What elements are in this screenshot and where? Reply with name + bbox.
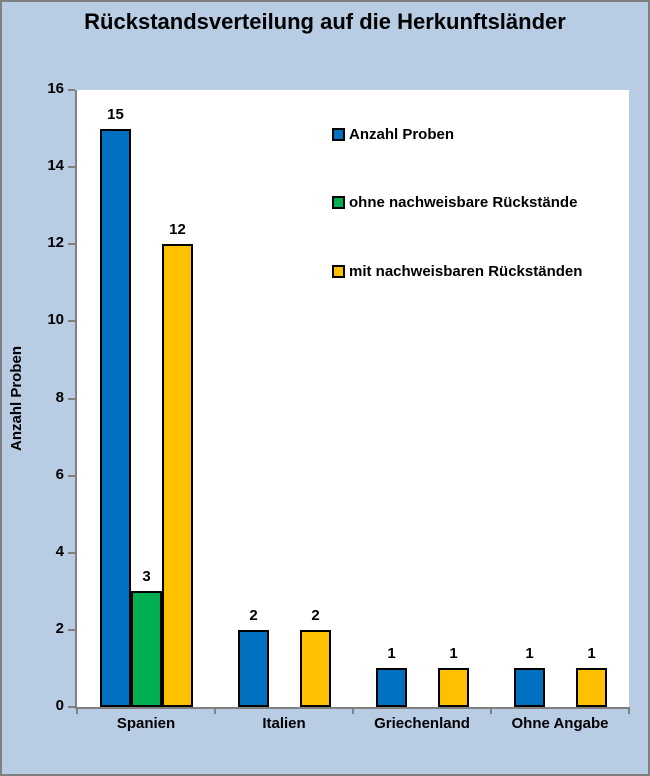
bar-Italien-mit: [300, 630, 331, 707]
y-tick-label: 12: [47, 234, 64, 252]
y-tick-mark: [68, 166, 75, 169]
y-tick-mark: [68, 320, 75, 323]
legend-item-label: ohne nachweisbare Rückstände: [349, 194, 578, 211]
y-tick-label: 8: [55, 388, 64, 406]
bar-value-label: 3: [142, 568, 151, 585]
y-tick-mark: [68, 551, 75, 554]
bar-value-label: 15: [107, 106, 124, 123]
bar-Spanien-mit: [162, 244, 193, 707]
bar-value-label: 2: [311, 607, 320, 624]
y-tick-label: 16: [47, 80, 64, 97]
y-tick-label: 14: [47, 157, 64, 175]
x-tick-mark: [214, 707, 216, 714]
x-tick-mark: [490, 707, 492, 714]
bar-Ohne Angabe-proben: [514, 668, 545, 707]
bar-Ohne Angabe-mit: [576, 668, 607, 707]
bar-Italien-proben: [238, 630, 269, 707]
legend-item: ohne nachweisbare Rückstände: [332, 194, 577, 211]
bar-Griechenland-mit: [438, 668, 469, 707]
y-tick-mark: [68, 243, 75, 246]
x-category-label: Ohne Angabe: [511, 715, 609, 732]
x-tick-mark: [352, 707, 354, 714]
bar-Griechenland-proben: [376, 668, 407, 707]
legend-swatch: [332, 265, 345, 278]
bar-Spanien-proben: [100, 129, 131, 707]
legend-item-label: Anzahl Proben: [349, 126, 455, 143]
chart-title: Rückstandsverteilung auf die Herkunftslä…: [84, 9, 566, 34]
legend-item: Anzahl Proben: [332, 126, 454, 143]
y-tick-mark: [68, 706, 75, 708]
bar-value-label: 1: [587, 645, 596, 662]
bar-value-label: 1: [449, 645, 458, 662]
legend-item-label: mit nachweisbaren Rückständen: [349, 263, 583, 280]
legend-item: mit nachweisbaren Rückständen: [332, 263, 582, 280]
y-tick-mark: [68, 474, 75, 477]
y-tick-mark: [68, 397, 75, 400]
y-tick-label: 10: [47, 311, 64, 329]
legend-swatch: [332, 128, 345, 141]
x-category-label: Italien: [262, 715, 306, 732]
legend-swatch: [332, 196, 345, 209]
y-tick-label: 4: [55, 542, 64, 560]
y-tick-mark: [68, 89, 75, 91]
x-tick-mark: [628, 707, 630, 714]
x-category-label: Griechenland: [374, 715, 470, 732]
y-tick-label: 2: [55, 619, 64, 637]
y-tick-label: 6: [55, 465, 64, 483]
bar-value-label: 1: [525, 645, 534, 662]
bar-value-label: 2: [249, 607, 258, 624]
y-axis-line: [75, 90, 77, 709]
y-tick-label: 0: [55, 697, 64, 714]
bar-value-label: 12: [169, 221, 186, 238]
y-tick-mark: [68, 628, 75, 631]
x-tick-mark: [76, 707, 78, 714]
bar-value-label: 1: [387, 645, 396, 662]
x-category-label: Spanien: [116, 715, 176, 732]
bar-Spanien-ohne: [131, 591, 162, 707]
